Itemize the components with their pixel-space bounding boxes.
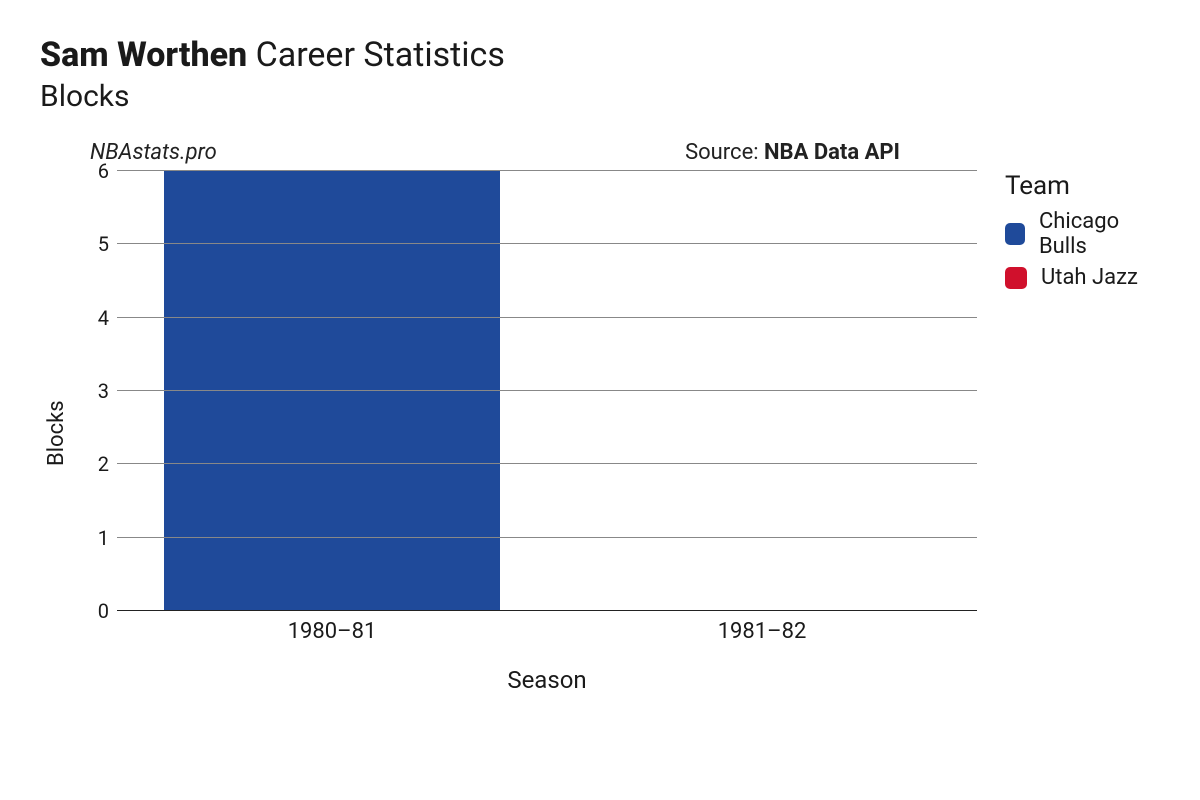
- y-tick-label: 1: [81, 526, 109, 550]
- x-tick-row: 1980–811981–82: [117, 619, 977, 644]
- x-axis-label: Season: [117, 666, 977, 694]
- legend-label: Utah Jazz: [1041, 265, 1138, 290]
- bar-slot: [547, 171, 977, 611]
- watermark: NBAstats.pro: [90, 140, 217, 165]
- y-tick-label: 2: [81, 452, 109, 476]
- chart-title: Sam Worthen Career Statistics: [40, 36, 1160, 75]
- title-player-name: Sam Worthen: [40, 35, 247, 75]
- x-tick-label: 1980–81: [117, 619, 547, 644]
- gridline: [117, 537, 977, 538]
- gridline: [117, 390, 977, 391]
- y-tick-label: 5: [81, 232, 109, 256]
- legend-title: Team: [1005, 171, 1160, 201]
- bars-layer: [117, 171, 977, 611]
- chart-row: Blocks 0123456 1980–811981–82 Season Tea…: [40, 171, 1160, 694]
- gridline: [117, 463, 977, 464]
- gridline: [117, 170, 977, 171]
- chart-subtitle: Blocks: [40, 79, 1160, 114]
- legend: Team Chicago Bulls Utah Jazz: [1005, 171, 1160, 296]
- legend-swatch: [1005, 223, 1025, 245]
- legend-swatch: [1005, 267, 1027, 289]
- title-suffix: Career Statistics: [247, 35, 505, 75]
- chart-column: 0123456 1980–811981–82 Season: [69, 171, 977, 694]
- bar-slot: [117, 171, 547, 611]
- gridline: [117, 317, 977, 318]
- y-tick-label: 6: [81, 159, 109, 183]
- y-tick-label: 4: [81, 306, 109, 330]
- meta-row: NBAstats.pro Source: NBA Data API: [40, 140, 1160, 165]
- legend-label: Chicago Bulls: [1039, 209, 1160, 259]
- source-attribution: Source: NBA Data API: [685, 140, 1160, 165]
- gridline: [117, 243, 977, 244]
- source-prefix: Source:: [685, 140, 764, 165]
- gridline: [117, 610, 977, 611]
- chart-container: Sam Worthen Career Statistics Blocks NBA…: [0, 0, 1200, 734]
- legend-items: Chicago Bulls Utah Jazz: [1005, 209, 1160, 290]
- x-tick-label: 1981–82: [547, 619, 977, 644]
- plot-area: 0123456: [117, 171, 977, 611]
- y-tick-label: 0: [81, 599, 109, 623]
- y-tick-label: 3: [81, 379, 109, 403]
- legend-item: Chicago Bulls: [1005, 209, 1160, 259]
- y-axis-label: Blocks: [40, 218, 69, 648]
- legend-item: Utah Jazz: [1005, 265, 1160, 290]
- bar: [164, 171, 499, 611]
- source-name: NBA Data API: [764, 140, 900, 165]
